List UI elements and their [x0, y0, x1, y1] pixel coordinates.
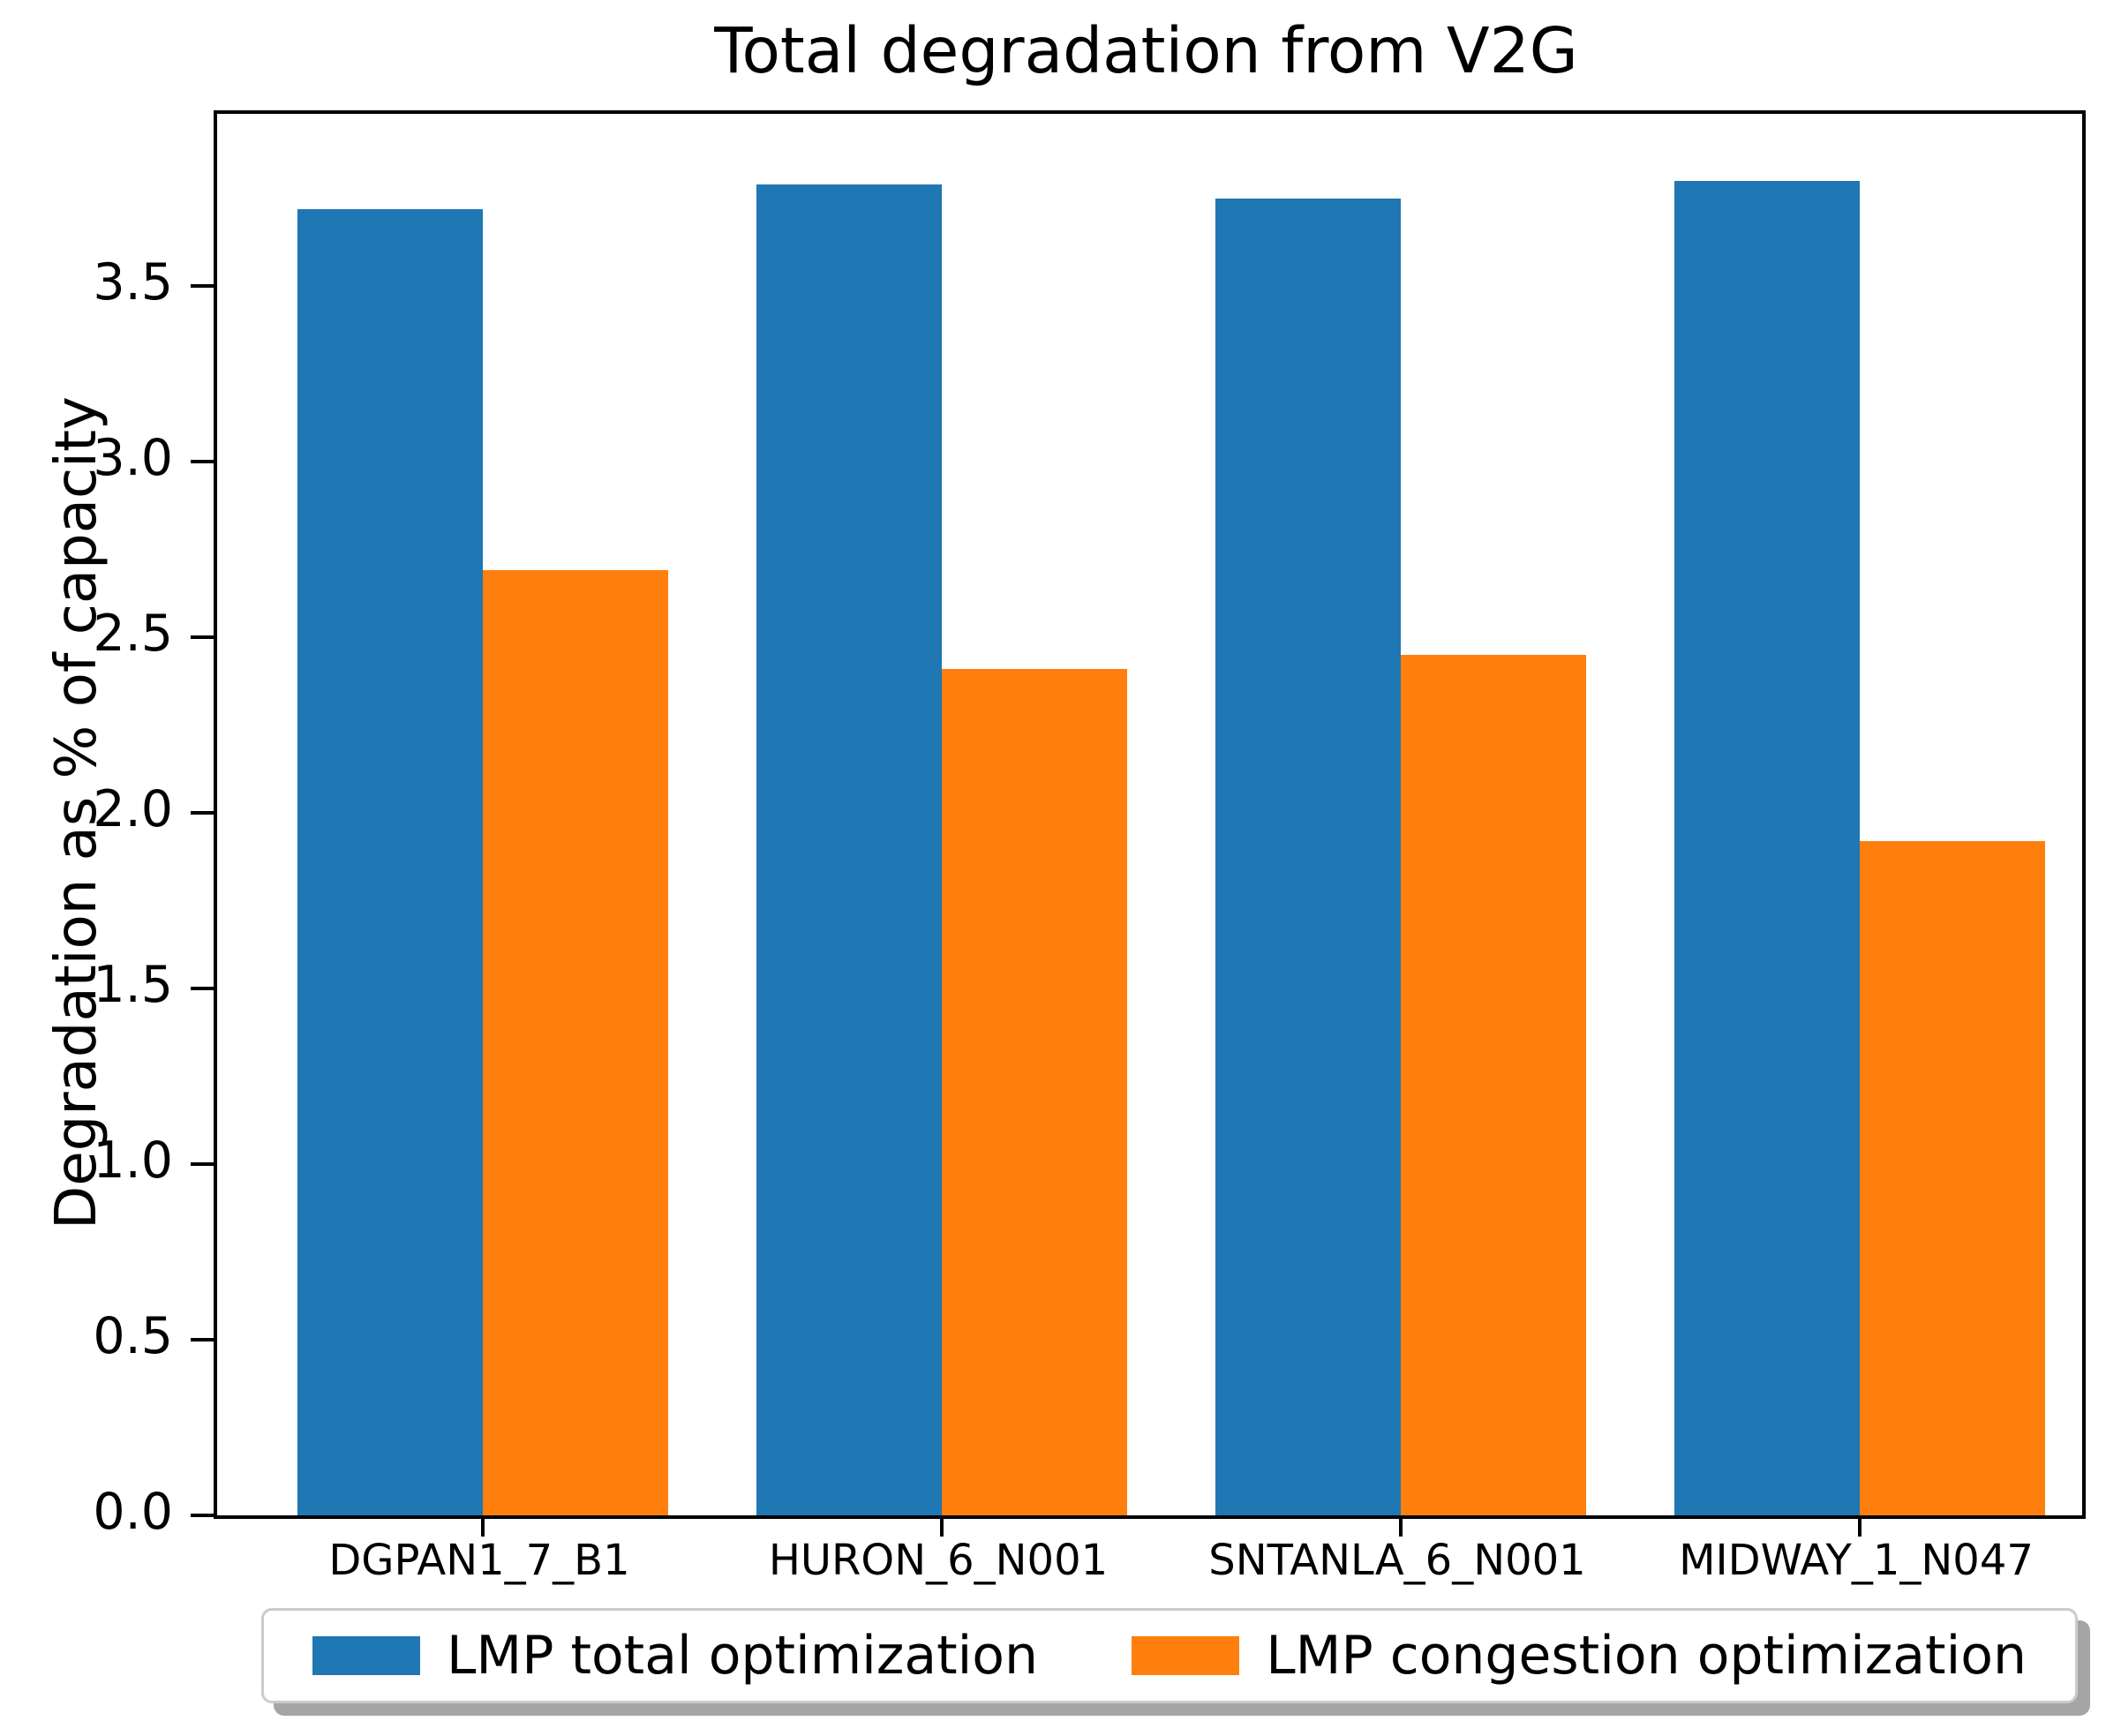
bar-congestion-sntanla_6_n001: [1401, 654, 1586, 1515]
bar-congestion-midway_1_n047: [1860, 840, 2045, 1515]
y-tick-mark: [191, 460, 214, 463]
y-tick-label-2.5: 2.5: [93, 605, 173, 663]
y-tick-label-0.5: 0.5: [93, 1307, 173, 1365]
legend-label: LMP total optimization: [447, 1625, 1039, 1687]
legend-item-1: LMP congestion optimization: [1132, 1625, 2027, 1687]
y-tick-label-1.0: 1.0: [93, 1131, 173, 1190]
y-tick-label-0.0: 0.0: [93, 1483, 173, 1541]
x-tick-mark: [481, 1515, 485, 1537]
x-tick-label-huron_6_n001: HURON_6_N001: [768, 1536, 1109, 1585]
y-tick-mark: [191, 1162, 214, 1166]
bar-total-huron_6_n001: [756, 184, 942, 1515]
bar-total-dgpan1_7_b1: [297, 208, 483, 1515]
bar-congestion-dgpan1_7_b1: [483, 570, 668, 1515]
x-tick-label-sntanla_6_n001: SNTANLA_6_N001: [1208, 1536, 1586, 1585]
x-tick-label-midway_1_n047: MIDWAY_1_N047: [1679, 1536, 2034, 1585]
bar-total-midway_1_n047: [1674, 180, 1860, 1515]
plot-area: [191, 110, 2086, 1537]
y-tick-mark: [191, 1514, 214, 1517]
x-tick-label-dgpan1_7_b1: DGPAN1_7_B1: [328, 1536, 630, 1585]
y-tick-mark: [191, 635, 214, 639]
legend: LMP total optimization LMP congestion opt…: [261, 1608, 2078, 1703]
x-tick-mark: [1858, 1515, 1862, 1537]
y-tick-mark: [191, 811, 214, 815]
y-tick-mark: [191, 284, 214, 288]
legend-label: LMP congestion optimization: [1266, 1625, 2027, 1687]
y-tick-label-3.5: 3.5: [93, 253, 173, 312]
legend-swatch-icon: [312, 1636, 420, 1675]
bar-total-sntanla_6_n001: [1215, 198, 1401, 1515]
bar-congestion-huron_6_n001: [942, 668, 1127, 1515]
legend-swatch-icon: [1132, 1636, 1240, 1675]
y-tick-mark: [191, 1338, 214, 1341]
y-tick-label-2.0: 2.0: [93, 780, 173, 838]
y-tick-label-3.0: 3.0: [93, 429, 173, 487]
legend-item-0: LMP total optimization: [312, 1625, 1038, 1687]
x-tick-mark: [1399, 1515, 1403, 1537]
y-tick-mark: [191, 987, 214, 990]
chart-title: Total degradation from V2G: [714, 14, 1578, 87]
x-tick-mark: [940, 1515, 944, 1537]
y-tick-label-1.5: 1.5: [93, 956, 173, 1014]
